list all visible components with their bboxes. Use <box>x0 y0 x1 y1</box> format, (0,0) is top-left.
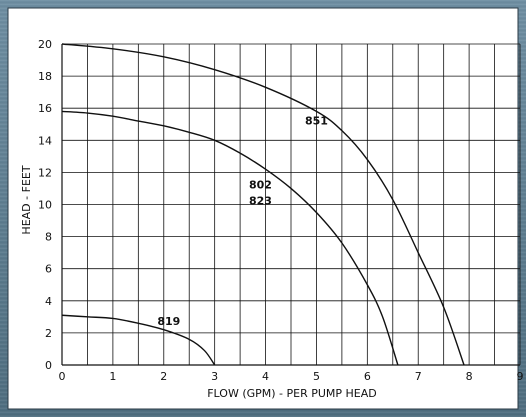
x-axis-title: FLOW (GPM) - PER PUMP HEAD <box>207 387 377 400</box>
y-tick-label: 6 <box>45 263 52 276</box>
curve-label-819: 819 <box>157 315 180 328</box>
curves <box>61 43 465 366</box>
curve-labels: 851 802 823 819 <box>157 114 328 328</box>
x-tick-label: 0 <box>59 370 66 383</box>
x-tick-label: 5 <box>313 370 320 383</box>
y-tick-label: 16 <box>38 102 52 115</box>
curve-label-802: 802 <box>249 178 272 191</box>
x-tick-label: 1 <box>109 370 116 383</box>
y-tick-label: 12 <box>38 166 52 179</box>
x-tick-label: 6 <box>364 370 371 383</box>
y-tick-label: 8 <box>45 231 52 244</box>
curve-label-851: 851 <box>305 114 328 127</box>
y-tick-label: 4 <box>45 295 52 308</box>
x-tick-label: 4 <box>262 370 269 383</box>
series-line-851 <box>61 43 465 366</box>
x-tick-label: 7 <box>415 370 422 383</box>
series-line-802 <box>61 110 399 366</box>
y-tick-label: 0 <box>45 359 52 372</box>
grid <box>61 43 521 366</box>
y-tick-label: 20 <box>38 38 52 51</box>
curve-label-823: 823 <box>249 195 272 208</box>
y-tick-label: 14 <box>38 134 52 147</box>
y-tick-label: 10 <box>38 199 52 212</box>
x-tick-label: 9 <box>517 370 524 383</box>
x-tick-label: 3 <box>211 370 218 383</box>
y-tick-label: 18 <box>38 70 52 83</box>
chart-frame <box>7 7 519 410</box>
y-axis-title: HEAD - FEET <box>20 165 33 234</box>
x-tick-label: 8 <box>466 370 473 383</box>
series-line-819 <box>61 314 216 366</box>
y-tick-label: 2 <box>45 327 52 340</box>
x-tick-label: 2 <box>160 370 167 383</box>
